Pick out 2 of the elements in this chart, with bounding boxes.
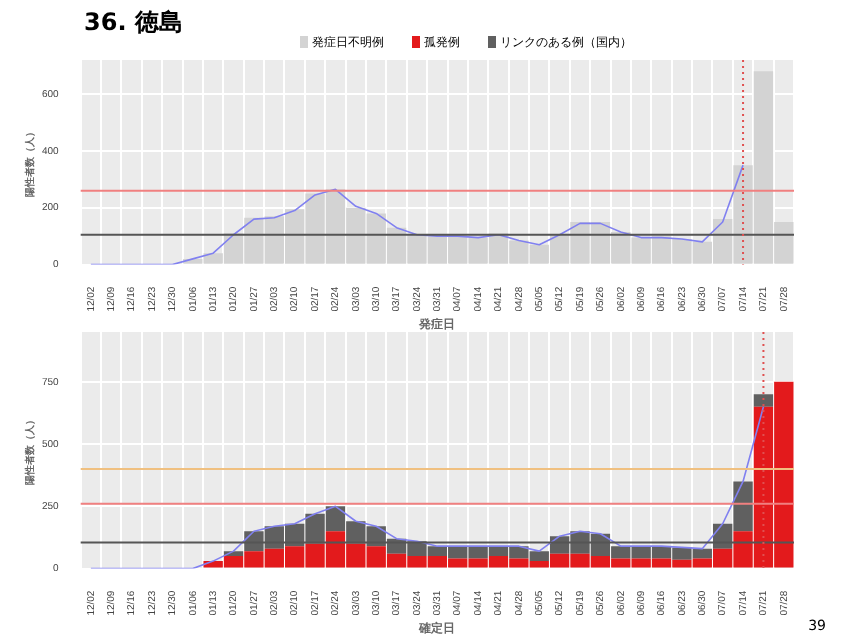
- chart-title: 36. 徳島: [84, 6, 183, 40]
- bar: [753, 394, 774, 407]
